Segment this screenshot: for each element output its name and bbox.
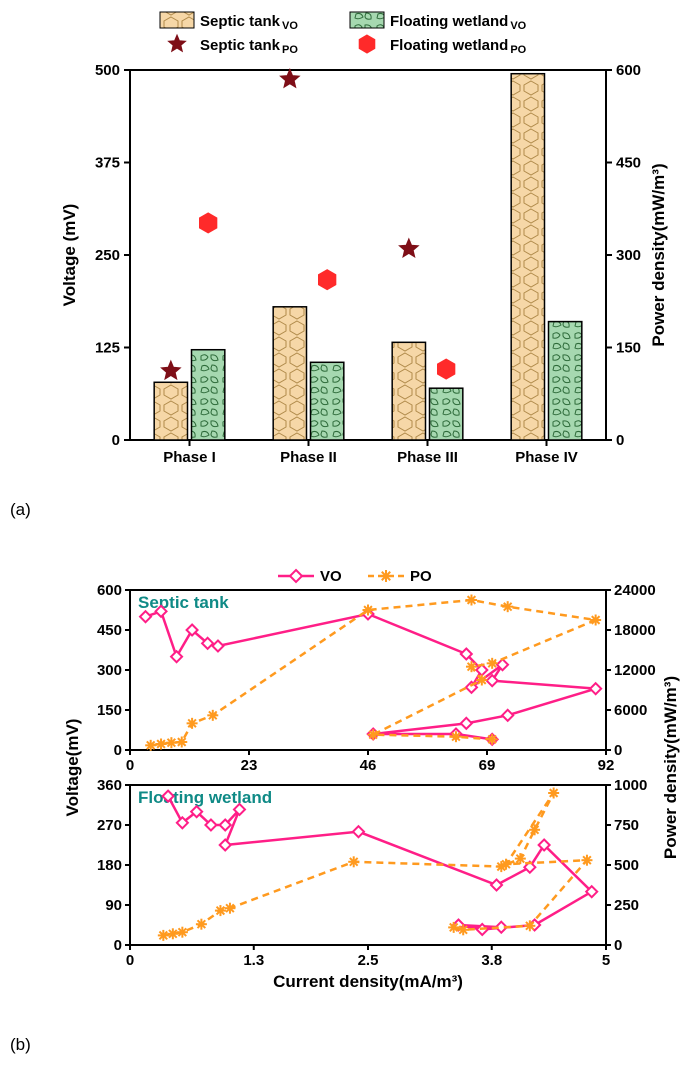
svg-text:69: 69 (479, 757, 496, 774)
svg-text:250: 250 (95, 247, 120, 264)
bar-septic-vo (392, 342, 425, 440)
svg-text:180: 180 (97, 857, 122, 874)
svg-text:500: 500 (95, 62, 120, 79)
svg-text:0: 0 (616, 432, 624, 449)
svg-text:1.3: 1.3 (243, 952, 264, 969)
svg-text:450: 450 (616, 155, 641, 172)
svg-text:Current density(mA/m³): Current density(mA/m³) (273, 972, 463, 991)
bar-septic-vo (273, 307, 306, 440)
svg-text:270: 270 (97, 817, 122, 834)
bar-wetland-vo (192, 350, 225, 440)
svg-text:360: 360 (97, 777, 122, 794)
svg-text:150: 150 (97, 702, 122, 719)
svg-text:Phase I: Phase I (163, 449, 216, 466)
svg-text:Voltage (mV): Voltage (mV) (60, 204, 79, 307)
svg-text:46: 46 (360, 757, 377, 774)
svg-text:0: 0 (114, 742, 122, 759)
svg-text:12000: 12000 (614, 662, 656, 679)
svg-text:Power density(mW/m³): Power density(mW/m³) (661, 676, 680, 859)
svg-text:0: 0 (126, 757, 134, 774)
svg-text:500: 500 (614, 857, 639, 874)
svg-text:Septic tankVO: Septic tankVO (200, 13, 298, 32)
svg-text:24000: 24000 (614, 582, 656, 599)
bar-septic-vo (511, 74, 544, 440)
svg-text:750: 750 (614, 817, 639, 834)
svg-text:125: 125 (95, 340, 120, 357)
svg-text:0: 0 (614, 937, 622, 954)
svg-text:5: 5 (602, 952, 610, 969)
svg-text:600: 600 (616, 62, 641, 79)
svg-text:Phase IV: Phase IV (515, 449, 578, 466)
svg-text:VO: VO (320, 568, 342, 585)
svg-text:300: 300 (97, 662, 122, 679)
svg-text:23: 23 (241, 757, 258, 774)
svg-text:Voltage(mV): Voltage(mV) (63, 719, 82, 817)
svg-text:Floating wetlandVO: Floating wetlandVO (390, 13, 527, 32)
svg-text:3.8: 3.8 (481, 952, 502, 969)
svg-text:1000: 1000 (614, 777, 647, 794)
svg-text:92: 92 (598, 757, 615, 774)
panel-b-legend: VO PO (278, 568, 432, 585)
svg-text:Floating wetlandPO: Floating wetlandPO (390, 37, 527, 56)
bar-wetland-vo (430, 388, 463, 440)
svg-text:0: 0 (112, 432, 120, 449)
svg-text:600: 600 (97, 582, 122, 599)
svg-text:2.5: 2.5 (358, 952, 379, 969)
svg-text:150: 150 (616, 340, 641, 357)
po-line (151, 600, 596, 745)
svg-text:300: 300 (616, 247, 641, 264)
svg-text:PO: PO (410, 568, 432, 585)
bar-septic-vo (154, 382, 187, 440)
svg-text:90: 90 (105, 897, 122, 914)
panel-a-legend: Septic tankVO Floating wetlandVO Septic ta… (160, 12, 527, 56)
panel-b-letter: (b) (10, 1035, 31, 1055)
svg-text:0: 0 (126, 952, 134, 969)
svg-text:18000: 18000 (614, 622, 656, 639)
po-line (163, 793, 587, 935)
svg-text:Power density(mW/m³): Power density(mW/m³) (649, 163, 668, 346)
svg-text:375: 375 (95, 155, 120, 172)
svg-text:250: 250 (614, 897, 639, 914)
svg-text:6000: 6000 (614, 702, 647, 719)
bar-wetland-vo (311, 362, 344, 440)
svg-text:0: 0 (114, 937, 122, 954)
bar-wetland-vo (549, 322, 582, 440)
panel-b-chart: 0234669920150300450600060001200018000240… (0, 540, 680, 1045)
panel-a-letter: (a) (10, 500, 31, 520)
svg-text:Septic tankPO: Septic tankPO (200, 37, 298, 56)
svg-text:Septic tank: Septic tank (138, 593, 229, 612)
panel-a-chart: 0 125 250 375 500 Voltage (mV) 0 150 300 450 600 Po… (0, 0, 680, 520)
svg-text:450: 450 (97, 622, 122, 639)
svg-text:Floating wetland: Floating wetland (138, 788, 272, 807)
svg-text:Phase III: Phase III (397, 449, 458, 466)
svg-text:0: 0 (614, 742, 622, 759)
svg-text:Phase II: Phase II (280, 449, 337, 466)
